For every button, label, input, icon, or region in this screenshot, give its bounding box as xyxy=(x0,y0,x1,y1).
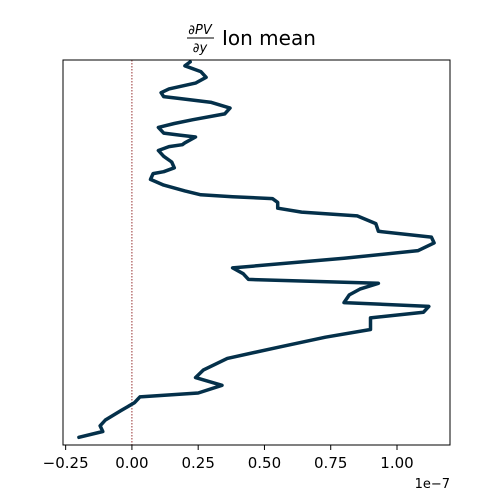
x-tick-label: 1.00 xyxy=(380,454,413,472)
x-tick-label: 0.00 xyxy=(115,454,148,472)
x-axis-offset-label: 1e−7 xyxy=(415,477,450,492)
chart-title: ∂PV ∂y Ion mean xyxy=(187,23,316,56)
title-text: Ion mean xyxy=(222,26,316,50)
x-tick-label: −0.25 xyxy=(43,454,89,472)
x-tick-label: 0.25 xyxy=(181,454,214,472)
plot-area xyxy=(62,59,451,446)
x-tick-label: 0.75 xyxy=(314,454,347,472)
series-line-0 xyxy=(77,60,436,440)
x-tick-label: 0.50 xyxy=(248,454,281,472)
plot-frame xyxy=(62,59,451,446)
x-axis: −0.25 0.00 0.25 0.50 0.75 1.00 xyxy=(43,445,414,472)
title-fraction-denominator: ∂y xyxy=(193,41,208,56)
title-fraction-numerator: ∂PV xyxy=(188,23,213,38)
